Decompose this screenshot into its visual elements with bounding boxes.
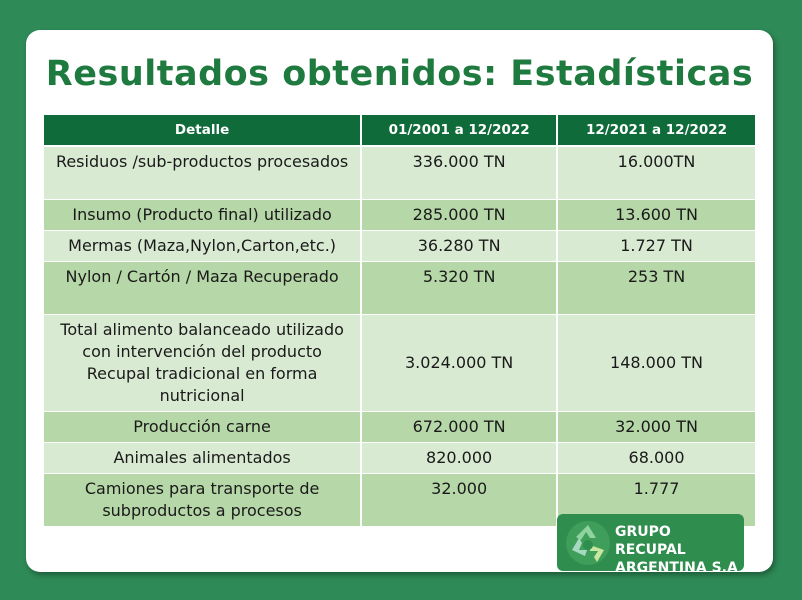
row-value-period-1: 285.000 TN (360, 199, 559, 231)
table-row: Residuos /sub-productos procesados 336.0… (41, 145, 757, 200)
row-value-period-1: 820.000 (360, 442, 559, 474)
slide-card: Resultados obtenidos: Estadísticas Detal… (26, 30, 773, 576)
row-value-period-2: 32.000 TN (556, 411, 757, 443)
row-value-period-1: 3.024.000 TN (360, 314, 559, 412)
logo-line-1: GRUPO RECUPAL (615, 524, 686, 558)
header-period-2: 12/2021 a 12/2022 (556, 113, 757, 147)
row-detail: Mermas (Maza,Nylon,Carton,etc.) (41, 230, 363, 262)
row-value-period-2: 16.000TN (556, 145, 757, 200)
row-detail: Producción carne (41, 411, 363, 443)
row-value-period-2: 253 TN (556, 261, 757, 315)
row-value-period-2: 13.600 TN (556, 199, 757, 231)
row-detail: Residuos /sub-productos procesados (41, 145, 363, 200)
row-detail: Nylon / Cartón / Maza Recuperado (41, 261, 363, 315)
row-value-period-1: 32.000 (360, 473, 559, 527)
table-row: Total alimento balanceado utilizado con … (41, 314, 757, 412)
statistics-table: Detalle 01/2001 a 12/2022 12/2021 a 12/2… (41, 113, 757, 527)
table-header-row: Detalle 01/2001 a 12/2022 12/2021 a 12/2… (41, 113, 757, 147)
row-detail: Insumo (Producto final) utilizado (41, 199, 363, 231)
table-row: Insumo (Producto final) utilizado 285.00… (41, 199, 757, 231)
row-value-period-2: 68.000 (556, 442, 757, 474)
row-value-period-1: 336.000 TN (360, 145, 559, 200)
table-row: Camiones para transporte de subproductos… (41, 473, 757, 527)
row-value-period-2: 1.727 TN (556, 230, 757, 262)
recycle-icon (566, 521, 610, 565)
table-row: Producción carne 672.000 TN 32.000 TN (41, 411, 757, 443)
row-detail: Camiones para transporte de subproductos… (41, 473, 363, 527)
header-detail: Detalle (41, 113, 363, 147)
row-value-period-1: 36.280 TN (360, 230, 559, 262)
page-title: Resultados obtenidos: Estadísticas (45, 54, 754, 94)
table-row: Nylon / Cartón / Maza Recuperado 5.320 T… (41, 261, 757, 315)
logo-text: GRUPO RECUPAL ARGENTINA S.A (615, 523, 740, 577)
row-value-period-1: 5.320 TN (360, 261, 559, 315)
table-row: Animales alimentados 820.000 68.000 (41, 442, 757, 474)
table-row: Mermas (Maza,Nylon,Carton,etc.) 36.280 T… (41, 230, 757, 262)
row-detail: Animales alimentados (41, 442, 363, 474)
row-value-period-1: 672.000 TN (360, 411, 559, 443)
company-logo: GRUPO RECUPAL ARGENTINA S.A (557, 514, 744, 576)
logo-line-2: ARGENTINA S.A (615, 560, 738, 576)
row-value-period-2: 148.000 TN (556, 314, 757, 412)
header-period-1: 01/2001 a 12/2022 (360, 113, 559, 147)
row-detail: Total alimento balanceado utilizado con … (41, 314, 363, 412)
